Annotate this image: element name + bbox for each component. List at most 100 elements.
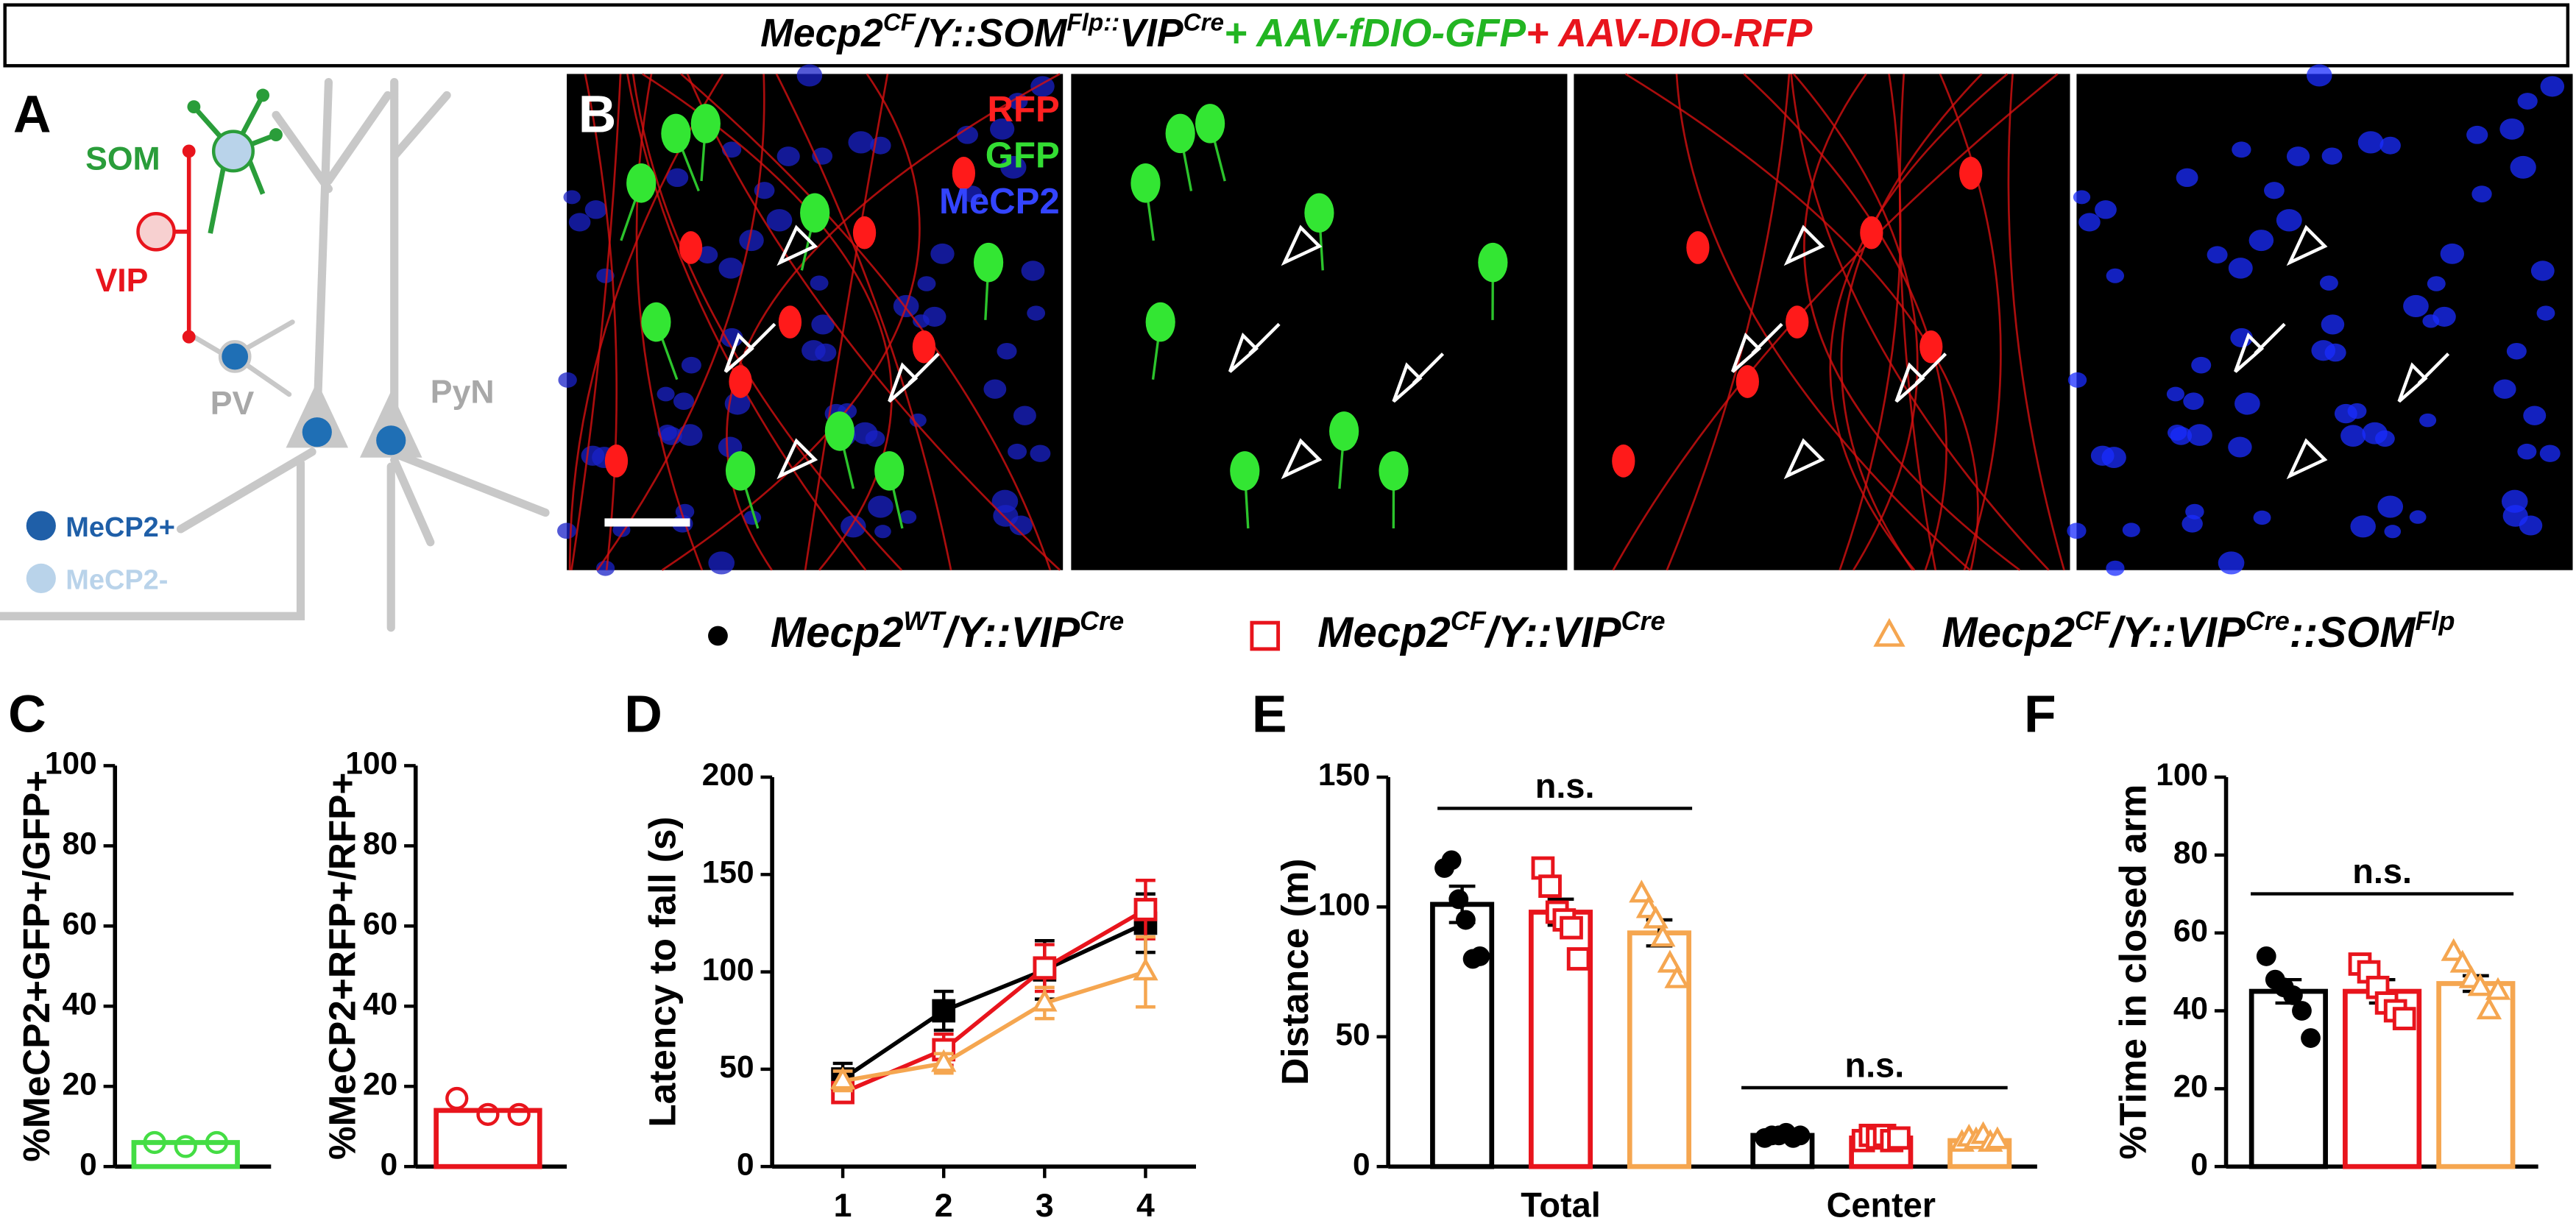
nucleus [2207,246,2228,263]
arrow [1731,322,1783,373]
nucleus [568,213,591,232]
nucleus [2501,489,2528,513]
y-axis-label: Distance (m) [1274,859,1316,1085]
panel-letter: B [578,85,617,144]
data-point [445,1086,469,1111]
nucleus [990,118,1015,140]
nucleus [899,510,917,524]
text-run: Mecp2 [1942,609,2075,656]
pyramidal-dendrites [0,78,550,632]
nucleus [766,209,793,232]
series-line [841,907,1147,1095]
nucleus [930,243,955,264]
y-tick-label: 40 [2173,991,2208,1026]
nucleus [868,495,894,518]
red-cell [852,216,877,249]
legend-marker [1250,620,1281,651]
green-cell [800,193,830,233]
nucleus [2340,425,2366,447]
vip-label: VIP [95,263,148,299]
bar [434,1108,542,1169]
nucleus [673,392,695,410]
nucleus [2167,425,2187,441]
text-run: Cre [1183,9,1224,36]
red-fiber [804,74,889,570]
y-tick-label: 100 [345,746,397,781]
nucleus [721,141,742,158]
y-axis-label: %MeCP2+GFP+/GFP+ [15,771,57,1162]
som-soma [211,130,255,173]
data-point [1629,879,1655,903]
channel-label: RFP [988,90,1060,130]
red-fiber [596,74,765,571]
nucleus [2106,268,2125,283]
nucleus [677,424,703,446]
y-tick-label: 200 [702,757,754,792]
bar [2248,988,2328,1169]
text-run: Flp:: [1066,9,1119,36]
nucleus [2384,525,2402,539]
x-tick-label: 2 [935,1188,953,1224]
y-tick-label: 60 [2173,913,2208,948]
red-cell [1735,365,1759,398]
y-tick-label: 80 [2173,835,2208,870]
panel-letter: C [8,685,46,744]
red-cell [1612,445,1635,478]
nucleus [2078,213,2101,232]
nucleus [2095,200,2117,219]
micrograph-bg [1071,74,1568,570]
nucleus [739,230,764,252]
legend-label: Mecp2CF/Y::VIPCre::SOMFlp [1942,606,2455,657]
y-tick-label: 0 [1353,1147,1370,1181]
text-run: ::SOM [2290,609,2416,656]
vip-soma [136,212,176,252]
nucleus [2517,443,2537,460]
text-run: + AAV-fDIO-GFP [1224,12,1526,55]
pyn-nucleus [376,425,406,456]
y-tick-label: 0 [79,1147,97,1181]
green-cell [1145,302,1175,342]
red-fiber [1939,73,2002,571]
nucleus [1000,155,1027,179]
data-point [2476,996,2502,1020]
red-fiber [1624,73,1979,571]
red-fiber [1840,73,1983,571]
text-run: Mecp2 [1317,609,1451,656]
som-bouton [187,100,201,114]
nucleus [2357,131,2384,154]
red-fiber [1675,74,1971,571]
nucleus [2422,314,2440,328]
text-run: Mecp2 [760,12,883,55]
text-run: /Y::SOM [914,12,1068,55]
pv-soma [218,340,252,373]
nucleus [2166,386,2185,402]
y-tick-label: 40 [63,986,97,1021]
legend-positive [26,511,56,541]
arrowhead [776,224,818,266]
red-fiber [661,73,921,571]
red-cell [912,330,936,364]
nucleus [796,64,823,87]
nucleus [2519,515,2543,536]
data-point [1887,1126,1911,1150]
micrograph [2067,64,2573,576]
nucleus [558,372,577,388]
nucleus [2067,372,2087,388]
nucleus [2306,64,2332,87]
y-tick-label: 20 [63,1066,97,1101]
data-point [1448,889,1469,910]
y-tick-label: 0 [737,1147,754,1181]
annotation: n.s. [2352,852,2412,890]
x-tick-label: Total [1521,1186,1600,1224]
nucleus [2321,314,2345,335]
legend-label: Mecp2WT/Y::VIPCre [771,606,1124,657]
nucleus [2185,503,2204,520]
som-processes [191,93,277,234]
nucleus [2379,136,2401,155]
text-run: Mecp2 [771,609,904,656]
green-cell [690,104,721,144]
data-point [2301,1028,2321,1048]
nucleus [2191,356,2212,374]
nucleus [2122,523,2140,537]
